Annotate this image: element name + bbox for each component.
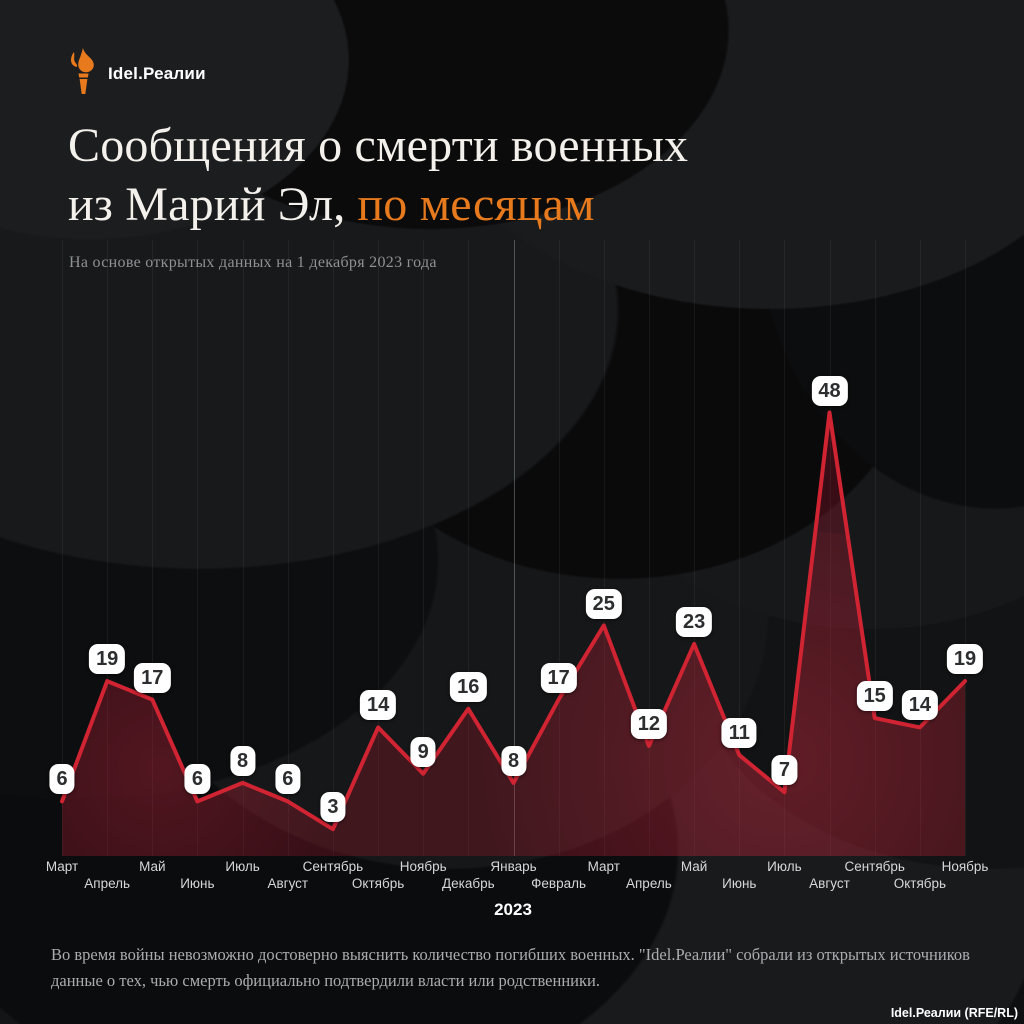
data-label: 15 [856,681,893,712]
data-label: 12 [630,708,668,739]
data-label: 7 [771,755,797,786]
footer-line1: Во время войны невозможно достоверно выя… [51,945,970,964]
data-label: 23 [675,607,713,637]
footer-line2: данные о тех, чью смерть официально подт… [51,971,600,990]
month-label: Октябрь [351,876,405,891]
title-line2: из Марий Эл, [68,178,346,231]
data-label: 6 [49,764,75,795]
title-line1: Сообщения о смерти военных [68,119,689,172]
month-label: Апрель [625,876,672,891]
month-label: Декабрь [441,876,495,891]
month-label: Сентябрь [844,859,905,874]
credit-watermark: Idel.Реалии (RFE/RL) [890,1006,1018,1020]
month-label: Сентябрь [302,859,364,874]
data-label: 9 [410,736,436,767]
month-label: Июнь [722,876,757,891]
month-label: Январь [490,859,537,874]
gridline [739,240,741,856]
month-label: Июнь [180,876,215,891]
month-label: Февраль [531,876,587,891]
gridline [603,240,605,856]
month-label: Июль [225,859,260,874]
area-glow [450,530,965,856]
gridline [62,240,63,856]
month-label: Октябрь [893,876,947,891]
gridline [242,240,244,856]
gridline [152,240,154,856]
footer-note: Во время войны невозможно достоверно выя… [51,942,970,994]
data-label: 25 [585,588,622,619]
data-label: 17 [540,662,577,693]
gridline [332,240,334,856]
month-label: Ноябрь [399,859,447,874]
gridline [197,240,199,856]
subtitle: На основе открытых данных на 1 декабря 2… [69,254,437,271]
data-label: 19 [946,644,984,675]
data-label: 6 [184,764,210,795]
month-label: Апрель [84,876,131,891]
month-label: Ноябрь [941,859,989,874]
month-label: Март [587,859,620,874]
year-label: 2023 [494,900,532,919]
gridline [784,240,786,856]
title-accent: по месяцам [357,178,595,231]
brand-name: Idel.Реалии [108,64,206,83]
gridline [874,240,876,856]
year-divider-gridline [513,240,515,856]
month-label: Август [809,876,850,891]
gridline [965,240,966,856]
page-title: Сообщения о смерти военных из Марий Эл, п… [68,116,688,234]
gridline [423,240,425,856]
data-label: 3 [320,792,346,823]
month-label: Июль [767,859,802,874]
gridline [648,240,650,856]
month-label: Май [139,859,166,874]
month-label: Май [680,859,708,874]
gridline [107,240,109,856]
data-label: 17 [134,662,171,693]
series-line [60,410,967,832]
gridline [919,240,921,856]
gridline [287,240,289,856]
data-label: 8 [500,745,527,776]
brand-logo: Idel.Реалии [66,48,206,94]
month-label: Март [45,859,79,874]
data-label: 16 [450,671,487,702]
gridline [468,240,470,856]
gridline [378,240,380,856]
data-label: 48 [811,375,848,406]
data-label: 11 [721,718,757,749]
gridline [558,240,560,856]
data-label: 14 [359,690,397,721]
data-label: 8 [230,745,256,776]
data-label: 19 [89,644,126,675]
month-label: Август [267,876,309,891]
data-label: 6 [275,764,301,795]
torch-icon [71,48,94,94]
gridline [694,240,696,856]
data-label: 14 [901,690,939,721]
